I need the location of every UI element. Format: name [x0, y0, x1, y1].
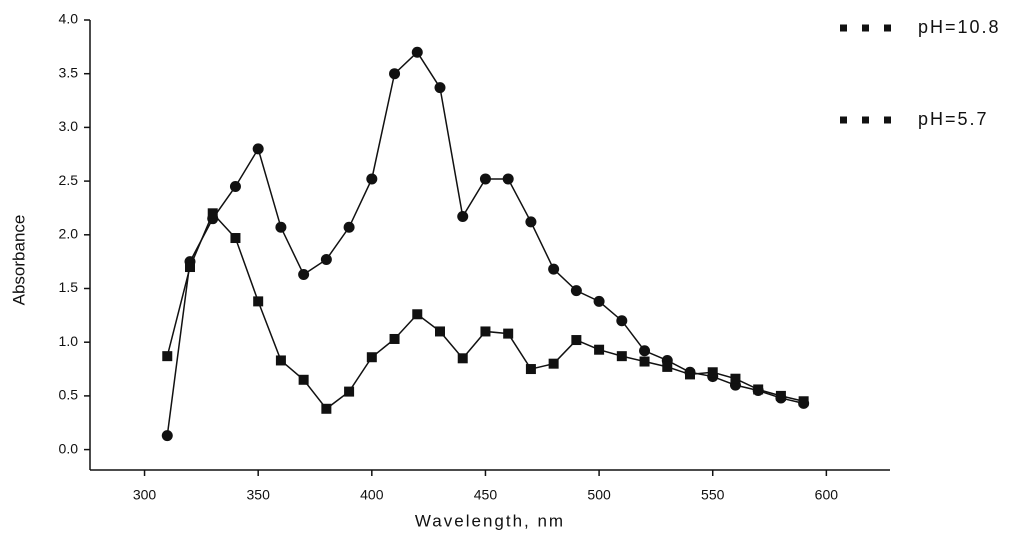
data-point: [526, 364, 536, 374]
y-tick-label: 0.5: [59, 387, 79, 403]
legend-marker: [862, 25, 869, 32]
data-point: [503, 173, 514, 184]
data-point: [162, 430, 173, 441]
legend-marker: [840, 25, 847, 32]
data-point: [662, 362, 672, 372]
x-tick-label: 500: [587, 487, 611, 503]
legend-marker: [840, 117, 847, 124]
legend-label: pH=10.8: [918, 17, 1001, 37]
chart: Wavelength, nm Absorbance 0.0 0.5 1.0 1.5 2.…: [0, 0, 1028, 537]
data-point: [344, 387, 354, 397]
data-point: [230, 181, 241, 192]
data-point: [412, 47, 423, 58]
data-point: [799, 396, 809, 406]
data-point: [162, 351, 172, 361]
data-point: [275, 222, 286, 233]
data-point: [390, 334, 400, 344]
data-point: [594, 296, 605, 307]
data-point: [525, 216, 536, 227]
y-tick-label: 3.5: [59, 64, 79, 80]
legend-label: pH=5.7: [918, 109, 989, 129]
data-point: [480, 326, 490, 336]
x-tick-label: 400: [360, 487, 384, 503]
legend-marker: [884, 117, 891, 124]
data-point: [298, 269, 309, 280]
data-point: [594, 345, 604, 355]
page: Wavelength, nm Absorbance 0.0 0.5 1.0 1.5 2.…: [0, 0, 1028, 537]
data-point: [549, 359, 559, 369]
y-axis-title: Absorbance: [9, 215, 28, 306]
data-point: [480, 173, 491, 184]
y-tick-label: 1.5: [59, 279, 79, 295]
data-point: [435, 82, 446, 93]
data-point: [185, 262, 195, 272]
data-point: [389, 68, 400, 79]
y-tick-label: 0.0: [59, 440, 79, 456]
data-point: [412, 309, 422, 319]
data-point: [435, 326, 445, 336]
data-point: [367, 352, 377, 362]
x-tick-label: 300: [133, 487, 157, 503]
x-tick-label: 600: [815, 487, 839, 503]
data-point: [616, 315, 627, 326]
data-point: [776, 391, 786, 401]
data-point: [230, 233, 240, 243]
data-point: [321, 254, 332, 265]
data-point: [321, 404, 331, 414]
data-point: [708, 367, 718, 377]
x-axis-title: Wavelength, nm: [415, 511, 565, 530]
data-point: [730, 374, 740, 384]
data-point: [617, 351, 627, 361]
data-point: [685, 369, 695, 379]
data-point: [366, 173, 377, 184]
data-point: [299, 375, 309, 385]
data-point: [640, 357, 650, 367]
y-tick-label: 4.0: [59, 11, 79, 27]
data-point: [253, 296, 263, 306]
data-point: [503, 329, 513, 339]
y-tick-label: 2.0: [59, 226, 79, 242]
data-point: [571, 285, 582, 296]
legend-marker: [862, 117, 869, 124]
data-point: [208, 208, 218, 218]
data-point: [548, 264, 559, 275]
y-tick-label: 1.0: [59, 333, 79, 349]
data-point: [753, 384, 763, 394]
legend-marker: [884, 25, 891, 32]
y-tick-label: 2.5: [59, 172, 79, 188]
y-tick-label: 3.0: [59, 118, 79, 134]
x-tick-label: 450: [474, 487, 498, 503]
data-point: [344, 222, 355, 233]
x-tick-label: 550: [701, 487, 725, 503]
data-point: [458, 353, 468, 363]
data-point: [639, 345, 650, 356]
data-point: [571, 335, 581, 345]
data-point: [457, 211, 468, 222]
data-point: [253, 143, 264, 154]
x-tick-label: 350: [247, 487, 271, 503]
data-point: [276, 355, 286, 365]
